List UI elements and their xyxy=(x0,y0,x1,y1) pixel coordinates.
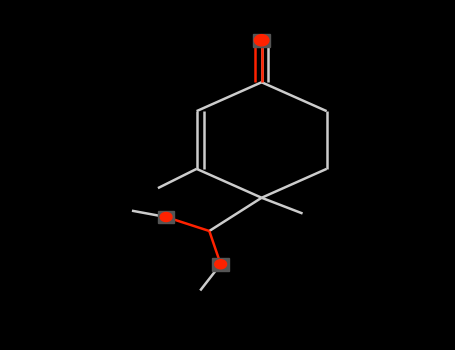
Bar xyxy=(253,34,270,47)
Bar xyxy=(158,211,174,223)
Circle shape xyxy=(215,260,227,269)
Circle shape xyxy=(254,35,269,46)
Bar xyxy=(212,258,229,271)
Circle shape xyxy=(160,212,172,222)
